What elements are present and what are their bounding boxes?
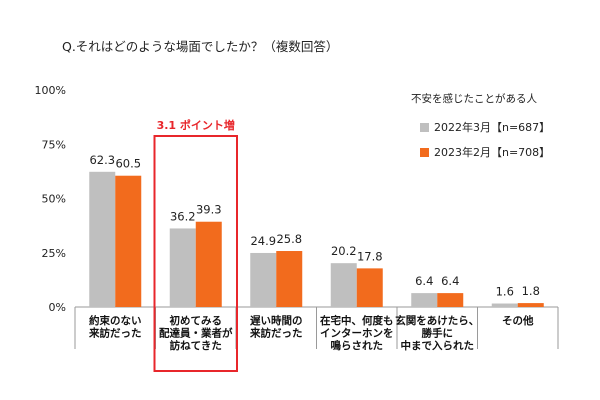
y-tick-label: 50% <box>42 193 66 206</box>
bar <box>276 251 303 307</box>
category-label: 在宅中、何度もインターホンを鳴らされた <box>320 314 394 352</box>
category-labels: 約束のない来訪だった初めてみる配達員・業者が訪ねてきた遅い時間の来訪だった在宅中… <box>88 314 534 352</box>
value-labels: 62.3 60.5 36.2 39.3 24.9 25.8 20.2 17.8 6.4 6.4 1.… <box>89 153 539 299</box>
value-label: 24.9 <box>250 234 276 248</box>
bar <box>411 293 438 307</box>
chart-title: Q.それはどのような場面でしたか？（複数回答） <box>62 39 338 54</box>
value-label: 6.4 <box>441 274 459 288</box>
annotation: 3.1 ポイント増 <box>153 118 238 372</box>
bar <box>356 268 383 307</box>
bar <box>195 221 222 307</box>
y-tick-label: 25% <box>42 247 66 260</box>
value-label: 62.3 <box>89 153 115 167</box>
bar <box>437 293 464 307</box>
annotation-label: 3.1 ポイント増 <box>157 118 235 132</box>
value-label: 6.4 <box>415 274 433 288</box>
bar <box>89 171 116 307</box>
category-label: その他 <box>502 314 534 327</box>
legend-swatch <box>420 123 429 132</box>
legend-title: 不安を感じたことがある人 <box>411 92 537 105</box>
value-label: 17.8 <box>357 249 383 263</box>
y-tick-label: 100% <box>35 84 66 97</box>
value-label: 60.5 <box>115 157 141 171</box>
highlight-box <box>153 135 238 372</box>
bar <box>115 175 142 307</box>
category-label: 約束のない来訪だった <box>88 314 142 340</box>
legend-swatch <box>420 148 429 157</box>
bar <box>491 303 518 307</box>
category-label: 初めてみる配達員・業者が訪ねてきた <box>159 314 233 352</box>
bars <box>89 171 544 307</box>
value-label: 39.3 <box>196 203 222 217</box>
bar <box>169 228 196 307</box>
legend-entry: 2022年3月【n=687】 <box>434 120 550 134</box>
category-label: 遅い時間の来訪だった <box>249 314 303 340</box>
value-label: 20.2 <box>331 244 357 258</box>
legend: 不安を感じたことがある人 2022年3月【n=687】 2023年2月【n=708】 <box>411 92 550 159</box>
value-label: 36.2 <box>170 209 196 223</box>
value-label: 1.8 <box>522 284 540 298</box>
legend-entry: 2023年2月【n=708】 <box>434 145 550 159</box>
value-label: 1.6 <box>496 285 514 299</box>
bar <box>517 303 544 307</box>
y-tick-label: 0% <box>49 301 66 314</box>
bar <box>250 252 277 307</box>
category-label: 玄関をあけたら、勝手に中まで入られた <box>395 314 479 352</box>
bar <box>330 263 357 307</box>
value-label: 25.8 <box>276 232 302 246</box>
y-tick-label: 75% <box>42 138 66 151</box>
